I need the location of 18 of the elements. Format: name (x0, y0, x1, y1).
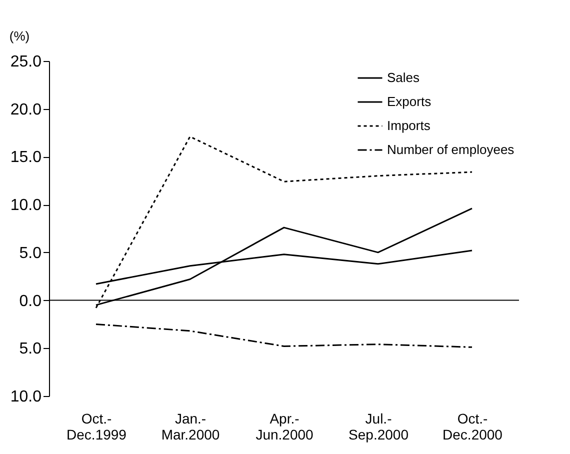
y-tick-label: 5.0 (19, 244, 42, 262)
y-tick-label: 10.0 (10, 388, 42, 406)
y-tick-label: 10.0 (10, 197, 42, 214)
legend-label: Imports (387, 118, 431, 133)
x-tick-label: Oct.- Dec.1999 (66, 410, 127, 442)
x-tick-label: Apr.- Jun.2000 (256, 410, 314, 442)
y-tick-label: 5.0 (19, 340, 42, 358)
legend-label: Exports (387, 94, 432, 109)
y-tick-label: 15.0 (10, 149, 42, 166)
y-tick-label: 25.0 (10, 54, 42, 70)
x-tick-label: Jul.- Sep.2000 (348, 410, 409, 442)
y-tick-label: 20.0 (10, 101, 42, 118)
y-tick-label: 0.0 (19, 292, 42, 310)
legend-label: Sales (387, 70, 420, 85)
x-tick-label: Oct.- Dec.2000 (442, 410, 503, 442)
legend-label: Number of employees (387, 142, 515, 157)
y-axis-title: (%) (9, 28, 30, 44)
x-tick-label: Jan.- Mar.2000 (161, 410, 220, 442)
